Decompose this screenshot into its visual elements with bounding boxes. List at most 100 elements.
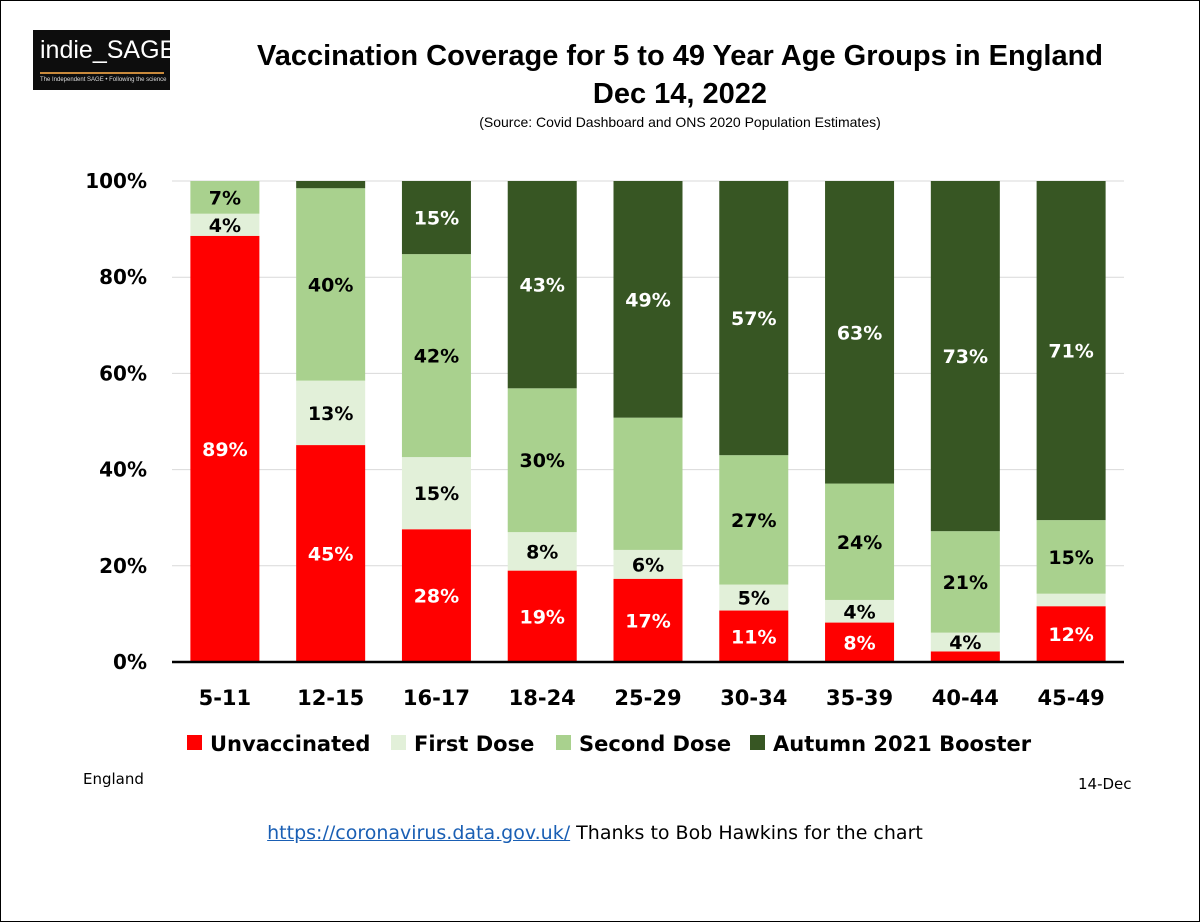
data-label: 42% <box>414 346 459 368</box>
chart-title: Vaccination Coverage for 5 to 49 Year Ag… <box>256 40 1104 72</box>
legend-swatch <box>750 735 765 750</box>
x-tick-label: 18-24 <box>509 686 576 710</box>
legend-swatch <box>187 735 202 750</box>
bar-segment-unvaccinated <box>930 651 1000 662</box>
logo-tagline: The Independent SAGE • Following the sci… <box>40 77 167 83</box>
bar-segment-second-dose <box>930 531 1000 633</box>
data-label: 71% <box>1048 341 1093 363</box>
axes: 0% 20% 40% 60% 80% 100% 5-11 12-15 16-17 18-24 25-… <box>85 169 1124 710</box>
bar-segment-second-dose <box>190 181 260 214</box>
data-label: 49% <box>625 289 670 311</box>
data-label: 17% <box>625 610 670 632</box>
data-label: 5% <box>738 588 770 610</box>
legend-swatch <box>391 735 406 750</box>
bar-segment-autumn-2021-booster <box>930 181 1000 532</box>
credit-text: Thanks to Bob Hawkins for the chart <box>576 822 923 844</box>
data-label: 63% <box>837 322 882 344</box>
bar-segment-autumn-2021-booster <box>719 181 789 456</box>
legend: Unvaccinated First Dose Second Dose Autumn … <box>187 732 1032 756</box>
x-tick-label: 45-49 <box>1038 686 1105 710</box>
bar-segment-unvaccinated <box>825 622 895 662</box>
data-label: 8% <box>843 632 875 654</box>
data-label: 8% <box>526 541 558 563</box>
data-label: 73% <box>943 346 988 368</box>
data-label: 28% <box>414 586 459 608</box>
bar-segment-autumn-2021-booster <box>507 181 577 389</box>
bar-segment-second-dose <box>719 455 789 585</box>
bar-segment-first-dose <box>507 532 577 571</box>
bar-segment-autumn-2021-booster <box>401 181 471 255</box>
legend-label: Unvaccinated <box>210 732 370 756</box>
x-tick-label: 35-39 <box>826 686 893 710</box>
bar-segment-first-dose <box>613 549 683 579</box>
data-label: 24% <box>837 532 882 554</box>
bar-segment-second-dose <box>401 254 471 458</box>
legend-label: Second Dose <box>579 732 731 756</box>
y-tick-label: 60% <box>99 361 147 385</box>
bar-segment-second-dose <box>1036 520 1106 594</box>
data-label: 15% <box>1048 547 1093 569</box>
bar-segment-unvaccinated <box>507 570 577 662</box>
logo-underline <box>40 72 164 74</box>
bar-segment-first-dose <box>825 599 895 623</box>
data-labels: 89% 4% 7% 45% 13% 40% 28% 15% 42% 15% 19% 8% 30% 43% 1… <box>202 187 1094 654</box>
bar-segment-second-dose <box>613 417 683 550</box>
y-tick-label: 40% <box>99 458 147 482</box>
data-label: 30% <box>519 450 564 472</box>
y-tick-label: 100% <box>85 169 147 193</box>
data-label: 12% <box>1048 624 1093 646</box>
bar-segment-unvaccinated <box>190 235 260 663</box>
data-label: 43% <box>519 275 564 297</box>
bar-segment-unvaccinated <box>1036 606 1106 662</box>
bar-segment-autumn-2021-booster <box>1036 181 1106 521</box>
chart-source: (Source: Covid Dashboard and ONS 2020 Po… <box>479 114 881 130</box>
x-tick-label: 30-34 <box>720 686 787 710</box>
data-label: 40% <box>308 274 353 296</box>
data-label: 4% <box>209 215 241 237</box>
data-label: 4% <box>949 632 981 654</box>
bar-segment-first-dose <box>401 457 471 530</box>
data-label: 15% <box>414 483 459 505</box>
chart-subtitle: Dec 14, 2022 <box>592 78 768 110</box>
bar-segment-autumn-2021-booster <box>296 181 366 189</box>
bar-segment-first-dose <box>190 213 260 236</box>
data-label: 7% <box>209 187 241 209</box>
stacked-bar-chart: 89% 4% 7% 45% 13% 40% 28% 15% 42% 15% 19% 8% 30% 43% 1… <box>85 169 1124 756</box>
region-label: England <box>83 770 144 788</box>
bar-segment-unvaccinated <box>613 578 683 662</box>
legend-swatch <box>556 735 571 750</box>
bar-segment-autumn-2021-booster <box>825 181 895 484</box>
x-tick-label: 12-15 <box>297 686 364 710</box>
y-tick-label: 0% <box>113 650 147 674</box>
bar-segment-autumn-2021-booster <box>613 181 683 418</box>
x-tick-label: 5-11 <box>199 686 252 710</box>
data-label: 89% <box>202 439 247 461</box>
data-label: 6% <box>632 554 664 576</box>
bar-segment-first-dose <box>296 380 366 446</box>
bar-segment-unvaccinated <box>401 529 471 662</box>
x-tick-label: 40-44 <box>932 686 999 710</box>
date-label: 14-Dec <box>1078 775 1132 793</box>
logo-text: indie_SAGE <box>40 36 177 64</box>
data-label: 15% <box>414 208 459 230</box>
data-label: 11% <box>731 626 776 648</box>
bar-segment-second-dose <box>296 188 366 381</box>
bar-segment-unvaccinated <box>296 445 366 662</box>
x-tick-label: 16-17 <box>403 686 470 710</box>
y-tick-label: 80% <box>99 265 147 289</box>
x-tick-label: 25-29 <box>614 686 681 710</box>
bar-segment-first-dose <box>719 584 789 611</box>
legend-label: First Dose <box>414 732 534 756</box>
data-label: 4% <box>843 601 875 623</box>
legend-label: Autumn 2021 Booster <box>773 732 1032 756</box>
indie-sage-logo: indie_SAGE The Independent SAGE • Follow… <box>33 30 176 90</box>
dashboard-link[interactable]: https://coronavirus.data.gov.uk/ <box>267 822 571 844</box>
data-label: 57% <box>731 308 776 330</box>
data-label: 27% <box>731 510 776 532</box>
bar-segment-first-dose <box>1036 593 1106 607</box>
bar-segment-second-dose <box>825 483 895 600</box>
bar-segment-second-dose <box>507 388 577 533</box>
data-label: 45% <box>308 544 353 566</box>
footer-credit: https://coronavirus.data.gov.uk/ Thanks … <box>0 822 1190 844</box>
data-label: 13% <box>308 403 353 425</box>
